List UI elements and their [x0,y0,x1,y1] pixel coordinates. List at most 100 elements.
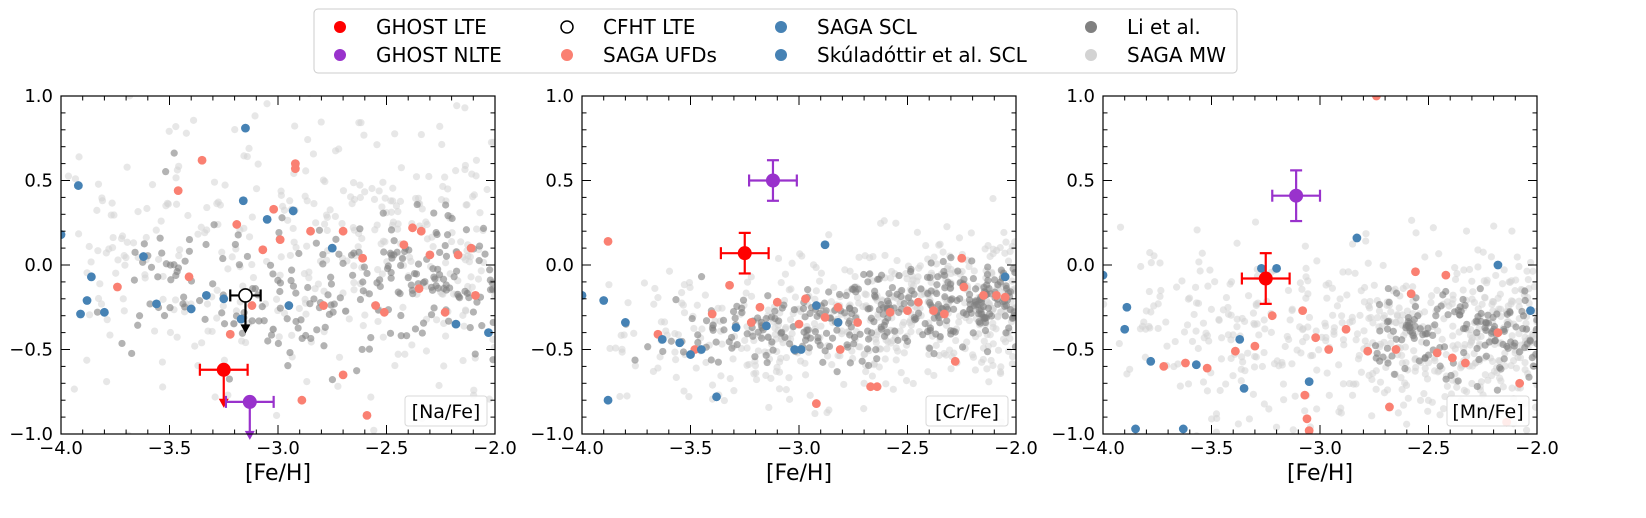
saga-mw-point [605,281,613,289]
saga-mw-point [630,329,638,337]
saga-mw-point [1234,420,1242,428]
saga-mw-point [476,209,484,217]
saga-mw-point [1004,257,1013,265]
li-point [936,319,944,327]
ghost-lte-group [1240,252,1291,305]
saga-ufd-point [440,307,450,317]
li-point [1002,301,1011,310]
saga-mw-point [462,201,470,209]
li-point [319,260,327,268]
saga-mw-point [612,344,620,352]
saga-mw-point [1522,319,1530,328]
saga-mw-point [1261,325,1269,333]
saga-ufd-point [113,282,122,292]
saga-mw-point [1229,372,1237,380]
saga-scl-point [820,240,830,250]
saga-mw-point [447,237,456,246]
li-point [234,231,242,239]
saga-mw-point [108,199,116,207]
saga-mw-point [194,230,202,238]
saga-scl-point [657,334,667,344]
saga-scl-point [284,301,294,310]
panel-title-box [925,395,1009,427]
saga-mw-point [1512,364,1521,372]
saga-ufd-point [939,309,949,319]
saga-mw-point [490,291,495,300]
li-point [328,376,337,384]
saga-mw-point [1515,330,1523,338]
li-point [934,300,942,309]
points-layer [582,194,1016,426]
saga-mw-point [1176,382,1184,390]
saga-mw-point [680,387,688,395]
li-point [442,281,450,289]
li-point [283,315,291,323]
saga-mw-point [679,301,687,309]
li-point [934,273,942,281]
saga-mw-point [1237,377,1245,385]
li-point [822,307,830,315]
li-point [697,273,706,281]
li-point [951,328,959,336]
saga-mw-point [1353,330,1362,338]
saga-mw-point [94,247,102,255]
li-point [1528,354,1536,362]
saga-mw-point [1323,294,1331,302]
saga-mw-point [141,271,149,279]
saga-mw-point [686,283,694,292]
li-point [130,276,138,284]
li-point [768,313,776,321]
saga-mw-point [1434,368,1442,376]
saga-mw-point [111,96,113,97]
li-point [1521,296,1529,305]
li-point [949,305,958,313]
saga-mw-point [172,174,180,182]
li-point [983,281,991,289]
saga-mw-point [1354,459,1361,466]
saga-mw-point [361,188,369,196]
saga-mw-point [1435,250,1443,258]
li-point [1475,355,1483,364]
saga-mw-point [897,368,905,377]
saga-mw-point [96,280,104,288]
saga-mw-point [1469,288,1477,296]
saga-mw-point [1462,227,1471,235]
saga-mw-point [656,353,664,361]
li-point [982,314,990,322]
li-point [965,290,974,299]
saga-mw-point [856,343,864,351]
li-point [884,299,893,308]
li-point [1010,308,1016,316]
saga-mw-point [1156,259,1164,267]
saga-scl-point [1146,356,1156,366]
saga-mw-point [75,153,83,161]
saga-mw-point [1322,337,1330,345]
saga-mw-point [775,368,784,376]
li-point [376,276,384,284]
y-tick-label: −0.5 [1051,340,1095,361]
saga-mw-point [965,316,974,325]
saga-mw-point [963,338,971,346]
saga-mw-point [1163,342,1171,350]
li-point [729,307,738,316]
saga-mw-point [1360,327,1368,335]
li-point [846,304,854,312]
li-point [442,201,450,209]
saga-mw-point [754,347,762,355]
saga-mw-point [1531,403,1537,411]
saga-mw-point [892,344,900,352]
saga-scl-point [1257,263,1266,273]
saga-mw-point [70,385,78,393]
li-point [814,334,822,342]
saga-mw-point [221,181,229,189]
li-point [843,341,851,349]
saga-mw-point [123,238,131,246]
saga-mw-point [1361,283,1369,292]
saga-mw-point [1145,322,1153,331]
saga-ufd-point [1181,358,1190,368]
li-point [383,264,392,273]
saga-mw-point [248,213,256,221]
saga-ufd-point [1385,402,1394,412]
li-point [295,249,303,258]
li-point [360,263,368,271]
